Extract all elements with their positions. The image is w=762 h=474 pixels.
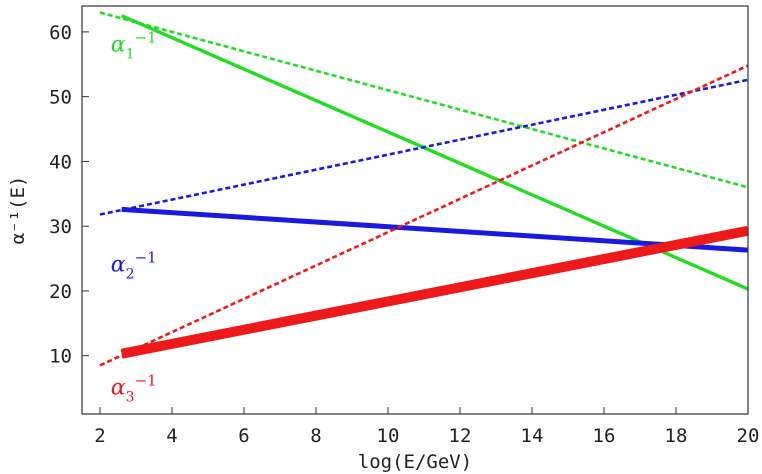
x-tick-label: 18 xyxy=(665,425,688,447)
plot-lines xyxy=(99,11,749,367)
series-2-solid-line xyxy=(121,206,749,253)
x-tick-label: 10 xyxy=(377,425,400,447)
x-tick-label: 2 xyxy=(94,425,105,447)
series-2-label: α2−1 xyxy=(111,249,157,283)
series-labels: α1−1 α2−1 α3−1 xyxy=(111,28,157,405)
series-1-label: α1−1 xyxy=(111,28,157,62)
y-tick-label: 40 xyxy=(49,151,72,173)
x-tick-label: 4 xyxy=(166,425,177,447)
series-2-dotted-line xyxy=(99,78,749,216)
y-tick-label: 30 xyxy=(49,216,72,238)
y-tick-label: 10 xyxy=(49,346,72,368)
series-3-solid-line xyxy=(120,225,749,359)
y-tick-label: 60 xyxy=(49,22,72,44)
y-axis-label: α⁻¹(E) xyxy=(7,176,29,245)
y-axis-ticks: 10 20 30 40 50 60 xyxy=(49,22,89,368)
x-tick-label: 20 xyxy=(737,425,760,447)
x-tick-label: 12 xyxy=(449,425,472,447)
x-tick-label: 14 xyxy=(521,425,544,447)
x-tick-label: 16 xyxy=(593,425,616,447)
series-3-dotted-line xyxy=(99,64,749,367)
y-tick-label: 20 xyxy=(49,281,72,303)
x-tick-label: 8 xyxy=(310,425,321,447)
x-tick-label: 6 xyxy=(238,425,249,447)
plot-frame xyxy=(81,5,749,415)
x-axis-label: log(E/GeV) xyxy=(358,451,472,473)
series-3-label: α3−1 xyxy=(111,372,157,406)
x-axis-ticks: 2 4 6 8 10 12 14 16 18 20 xyxy=(94,407,759,447)
y-tick-label: 50 xyxy=(49,87,72,109)
